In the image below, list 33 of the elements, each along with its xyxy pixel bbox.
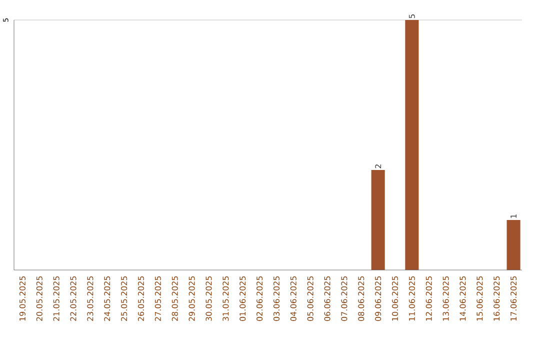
x-tick-label: 08.06.2025 [358,276,364,321]
x-tick-label: 12.06.2025 [426,276,432,321]
x-tick-label: 14.06.2025 [460,276,466,321]
data-label: 2 [375,164,382,168]
x-tick-label: 27.05.2025 [154,276,161,321]
x-tick-label: 05.06.2025 [307,276,314,321]
x-tick-label: 28.05.2025 [172,276,178,321]
x-tick-label: 11.06.2025 [408,276,415,321]
x-tick-label: 13.06.2025 [442,276,449,321]
x-tick-label: 17.06.2025 [510,276,517,321]
x-tick-label: 19.05.2025 [19,276,26,321]
x-tick-label: 15.06.2025 [476,276,483,321]
x-tick-label: 06.06.2025 [324,276,330,321]
data-label: 1 [510,214,516,218]
x-tick-label: 22.05.2025 [70,276,76,321]
x-tick-label: 21.05.2025 [53,276,60,321]
x-tick-label: 30.05.2025 [206,276,212,321]
x-tick-label: 02.06.2025 [256,276,263,321]
x-tick-label: 04.06.2025 [290,276,296,321]
x-tick-label: 20.05.2025 [36,276,42,321]
x-tick-label: 09.06.2025 [375,276,382,321]
x-tick-label: 07.06.2025 [341,276,348,321]
x-tick-label: 01.06.2025 [240,276,246,321]
x-tick-label: 24.05.2025 [104,276,110,321]
x-tick-label: 16.06.2025 [494,276,500,321]
x-tick-label: 25.05.2025 [121,276,128,321]
x-tick-label: 10.06.2025 [392,276,398,321]
x-tick-label: 26.05.2025 [138,276,144,321]
data-label: 5 [408,14,415,18]
x-tick-label: 29.05.2025 [188,276,195,321]
x-tick-label: 23.05.2025 [87,276,94,321]
x-tick-label: 03.06.2025 [273,276,280,321]
x-tick-label: 31.05.2025 [222,276,229,321]
